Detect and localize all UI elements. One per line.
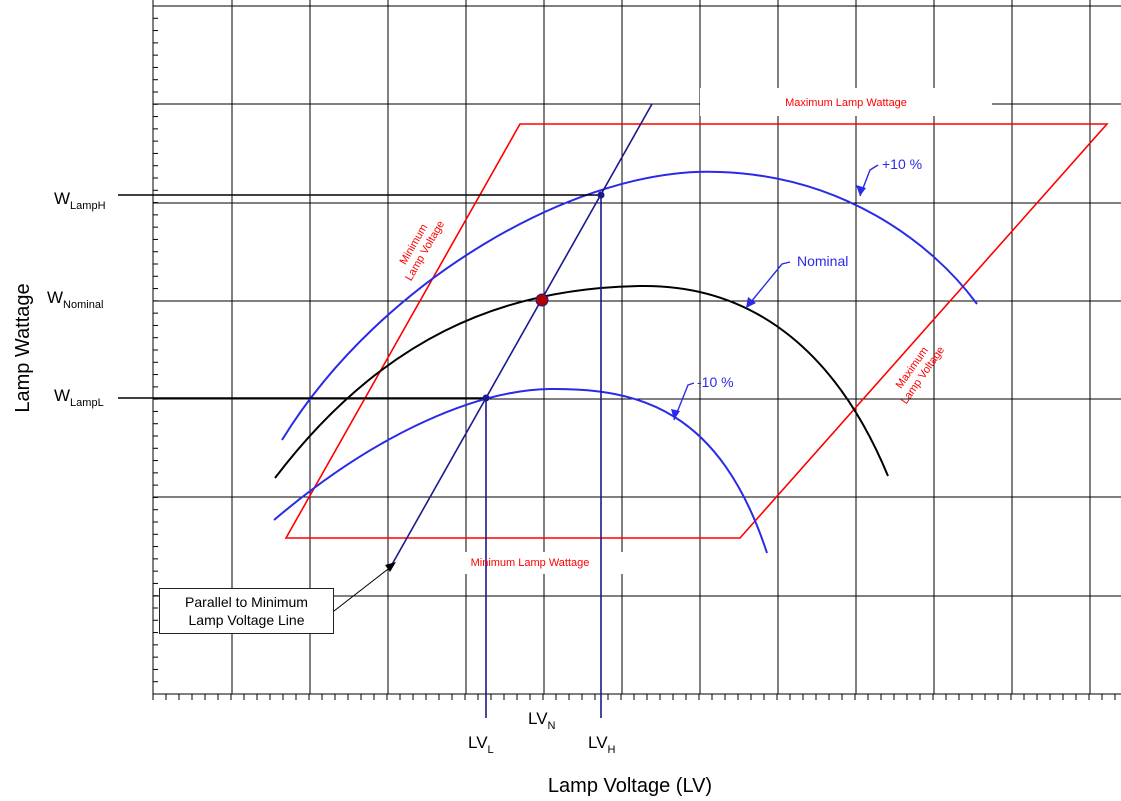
minus10-label: -10 % <box>697 374 734 390</box>
minor-ticks <box>152 5 1116 700</box>
min-voltage-label: Minimum Lamp Voltage <box>398 219 448 283</box>
nominal-curve <box>274 284 889 479</box>
y-label-lamph: WLampH <box>54 189 106 212</box>
point-lamph <box>597 191 605 199</box>
callout-line2: Lamp Voltage Line <box>188 612 305 628</box>
min-wattage-label: Minimum Lamp Wattage <box>471 557 590 569</box>
operating-boundary <box>284 123 1109 539</box>
point-lampl <box>482 394 490 402</box>
x-label-lvh: LVH <box>588 733 616 756</box>
parallel-line <box>389 103 653 569</box>
x-label-lvn: LVN <box>528 709 556 732</box>
callout-box: Parallel to Minimum Lamp Voltage Line <box>159 588 334 634</box>
callout-arrow <box>333 565 393 612</box>
point-nominal <box>535 293 549 307</box>
max-wattage-label: Maximum Lamp Wattage <box>785 97 907 109</box>
callout-line1: Parallel to Minimum <box>185 594 308 610</box>
nominal-label: Nominal <box>797 253 848 269</box>
y-label-lampl: WLampL <box>54 386 104 409</box>
y-label-nominal: WNominal <box>47 288 103 311</box>
y-axis-title: Lamp Wattage <box>12 283 34 412</box>
plus10-curve <box>281 170 978 441</box>
x-axis-title: Lamp Voltage (LV) <box>548 775 712 797</box>
callout-arrowhead <box>385 562 396 572</box>
x-label-lvl: LVL <box>468 733 494 756</box>
curve-label-arrowheads <box>671 185 866 420</box>
minus10-curve <box>273 387 768 554</box>
plus10-label: +10 % <box>882 156 922 172</box>
max-voltage-label: Maximum Lamp Voltage <box>894 344 947 406</box>
